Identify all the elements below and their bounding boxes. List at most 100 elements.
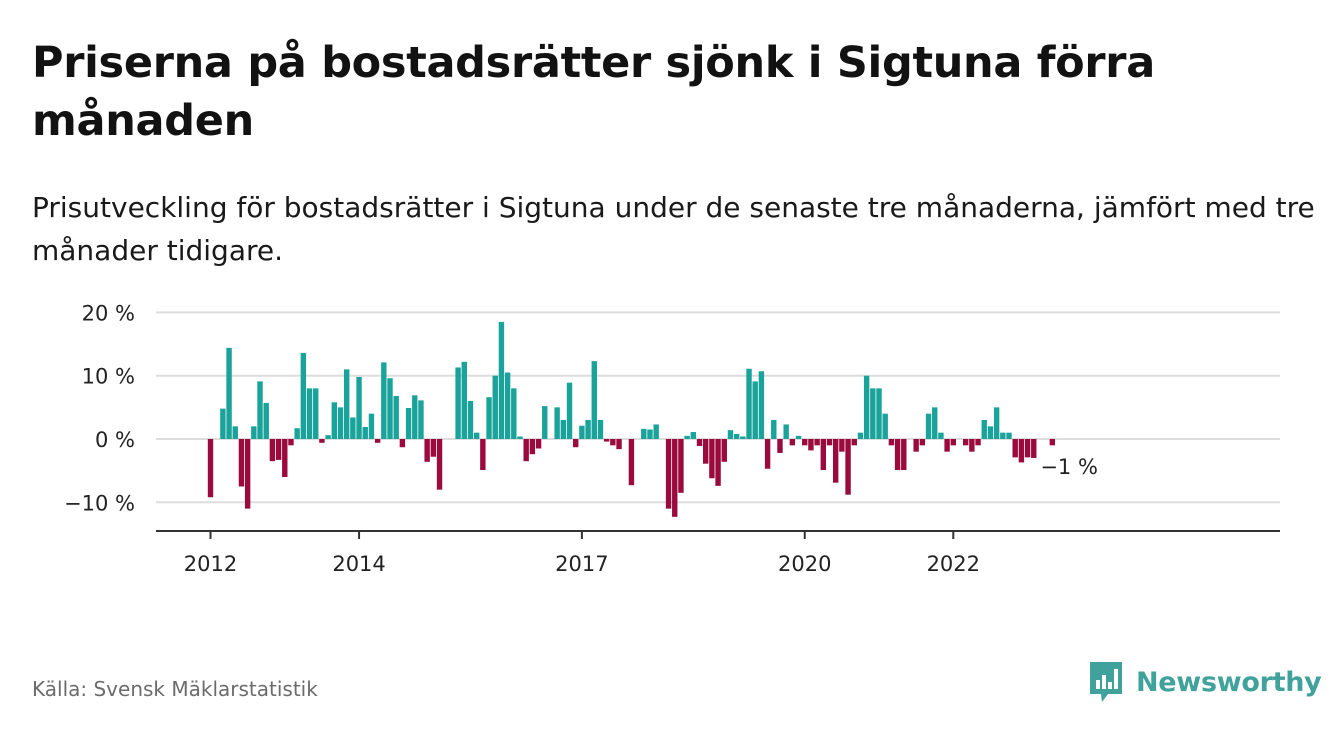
bar (975, 439, 981, 446)
bar (319, 439, 325, 443)
bar (226, 347, 232, 439)
bar (455, 367, 461, 439)
bar (306, 388, 313, 439)
bar (269, 439, 276, 462)
bar (857, 432, 864, 439)
bar (1024, 439, 1031, 458)
chart-subtitle: Prisutveckling för bostadsrätter i Sigtu… (32, 191, 1315, 267)
bar (802, 439, 808, 446)
last-value-label: −1 % (1040, 455, 1098, 479)
x-tick-label: 2020 (778, 552, 831, 576)
bar (313, 388, 319, 439)
bar (399, 439, 406, 448)
x-tick-label: 2012 (184, 552, 237, 576)
y-tick-label: 0 % (95, 428, 135, 452)
grid-lines (156, 311, 1280, 504)
bar (343, 369, 350, 439)
bar (1006, 432, 1012, 439)
bar (529, 439, 536, 455)
bar (251, 426, 257, 439)
bar (610, 439, 616, 446)
bar (424, 439, 430, 462)
bar (597, 420, 604, 439)
bar (721, 439, 727, 462)
brand-name: Newsworthy (1136, 666, 1322, 698)
bar (467, 401, 474, 439)
bar (486, 397, 492, 439)
bar (554, 407, 560, 439)
bar (300, 352, 307, 439)
bar (542, 406, 548, 439)
bar (504, 372, 511, 439)
bar (263, 402, 269, 439)
bar (795, 435, 802, 440)
bar (684, 435, 690, 440)
bar (480, 439, 486, 471)
bar (566, 382, 573, 439)
bar (288, 439, 294, 446)
bar (901, 439, 907, 471)
bar (294, 428, 300, 439)
source-note: Källa: Svensk Mäklarstatistik (32, 677, 318, 701)
bar (758, 371, 765, 439)
bar (870, 388, 876, 439)
bar (653, 424, 659, 439)
bar (832, 439, 839, 483)
chart-title: Priserna på bostadsrätter sjönk i Sigtun… (32, 38, 1155, 146)
bar (969, 439, 975, 452)
bar (381, 362, 387, 439)
bar (412, 395, 418, 439)
bar (573, 439, 579, 448)
bar (962, 439, 969, 446)
bar (987, 426, 994, 439)
bar (876, 388, 882, 439)
bar (752, 381, 758, 439)
bar (888, 439, 895, 446)
bar (220, 408, 226, 439)
bar (820, 439, 827, 471)
bar (374, 439, 381, 443)
bar (703, 439, 709, 464)
bar (560, 420, 567, 439)
bar (839, 439, 845, 452)
bar (678, 439, 684, 493)
bar (789, 439, 796, 446)
y-tick-label: 10 % (82, 365, 135, 389)
x-tick-label: 2017 (555, 552, 608, 576)
bar (238, 439, 245, 487)
bar (517, 436, 523, 439)
bar (325, 435, 331, 439)
bar (851, 439, 857, 446)
bar (932, 407, 938, 439)
bar (405, 407, 412, 439)
bar (492, 375, 498, 439)
bar (777, 439, 783, 453)
bar (641, 428, 647, 439)
bar (950, 439, 956, 446)
bar (740, 436, 746, 439)
axes: −10 % 0 % 10 % 20 % 2012 2014 2017 2020 2022 −1 % (64, 301, 1280, 576)
bar (808, 439, 814, 451)
bar (727, 430, 734, 439)
bar (715, 439, 721, 486)
bar (863, 375, 870, 439)
x-tick-label: 2014 (332, 552, 385, 576)
bar (690, 432, 697, 439)
bar (1018, 439, 1025, 463)
bar (845, 439, 851, 495)
brand-logo[interactable]: Newsworthy (1088, 660, 1322, 704)
bar (616, 439, 622, 450)
x-tick-label: 2022 (927, 552, 980, 576)
bar (350, 417, 356, 439)
bar (925, 413, 932, 439)
bar (665, 439, 672, 509)
bar (244, 439, 251, 509)
bar (882, 413, 888, 439)
bar (511, 388, 517, 439)
bar (733, 433, 740, 439)
bar (523, 439, 529, 462)
bar (603, 439, 610, 442)
bar (913, 439, 919, 452)
newsworthy-logo-icon (1090, 662, 1122, 702)
bar (473, 432, 480, 439)
